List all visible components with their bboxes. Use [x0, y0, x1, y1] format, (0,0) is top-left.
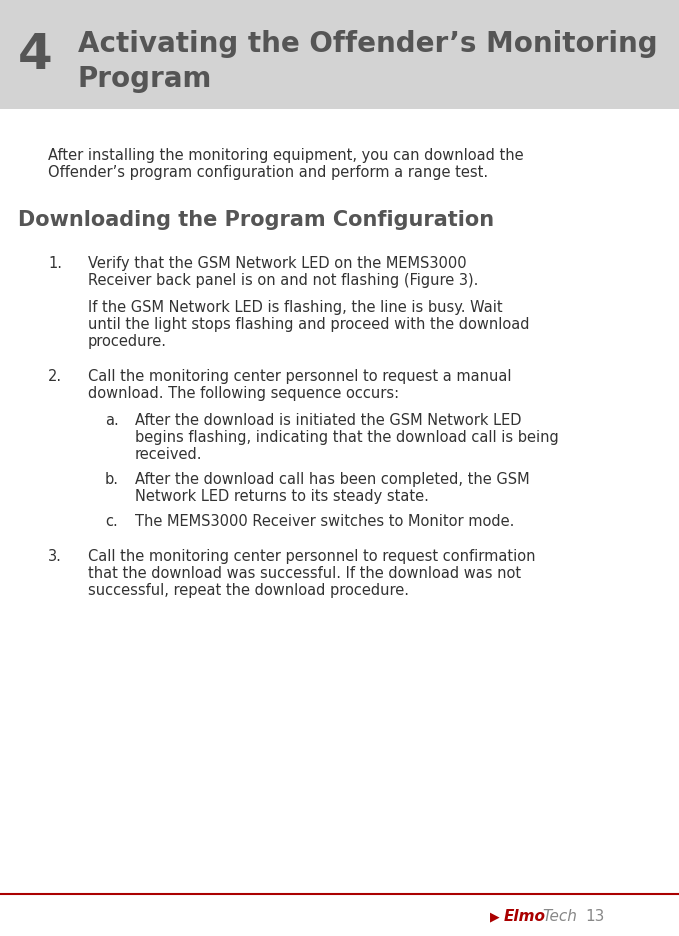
Text: b.: b. [105, 472, 119, 487]
Text: If the GSM Network LED is flashing, the line is busy. Wait: If the GSM Network LED is flashing, the … [88, 300, 502, 314]
Text: Network LED returns to its steady state.: Network LED returns to its steady state. [135, 489, 429, 504]
Text: a.: a. [105, 413, 119, 428]
Text: 2.: 2. [48, 369, 62, 384]
Text: Receiver back panel is on and not flashing (Figure 3).: Receiver back panel is on and not flashi… [88, 272, 479, 287]
Text: received.: received. [135, 446, 202, 461]
Text: download. The following sequence occurs:: download. The following sequence occurs: [88, 386, 399, 401]
Bar [0, 0, 679, 110]
Text: After the download call has been completed, the GSM: After the download call has been complet… [135, 472, 530, 487]
Text: After installing the monitoring equipment, you can download the: After installing the monitoring equipmen… [48, 148, 524, 163]
Text: c.: c. [105, 514, 117, 529]
Text: Elmo: Elmo [504, 909, 546, 924]
Text: 13: 13 [585, 909, 604, 924]
Text: Tech: Tech [542, 909, 577, 924]
Text: Call the monitoring center personnel to request a manual: Call the monitoring center personnel to … [88, 369, 511, 384]
Text: successful, repeat the download procedure.: successful, repeat the download procedur… [88, 582, 409, 597]
Text: ▶: ▶ [490, 910, 500, 923]
Text: Downloading the Program Configuration: Downloading the Program Configuration [18, 210, 494, 229]
Text: until the light stops flashing and proceed with the download: until the light stops flashing and proce… [88, 316, 530, 331]
Text: After the download is initiated the GSM Network LED: After the download is initiated the GSM … [135, 413, 521, 428]
Text: that the download was successful. If the download was not: that the download was successful. If the… [88, 565, 521, 580]
Text: Program: Program [78, 65, 213, 93]
Text: 4: 4 [18, 31, 53, 79]
Text: Activating the Offender’s Monitoring: Activating the Offender’s Monitoring [78, 30, 658, 58]
Text: 1.: 1. [48, 256, 62, 271]
Text: Call the monitoring center personnel to request confirmation: Call the monitoring center personnel to … [88, 548, 536, 563]
Text: begins flashing, indicating that the download call is being: begins flashing, indicating that the dow… [135, 430, 559, 445]
Text: Offender’s program configuration and perform a range test.: Offender’s program configuration and per… [48, 165, 488, 180]
Text: Verify that the GSM Network LED on the MEMS3000: Verify that the GSM Network LED on the M… [88, 256, 466, 271]
Text: 3.: 3. [48, 548, 62, 563]
Text: The MEMS3000 Receiver switches to Monitor mode.: The MEMS3000 Receiver switches to Monito… [135, 514, 515, 529]
Text: procedure.: procedure. [88, 333, 167, 348]
